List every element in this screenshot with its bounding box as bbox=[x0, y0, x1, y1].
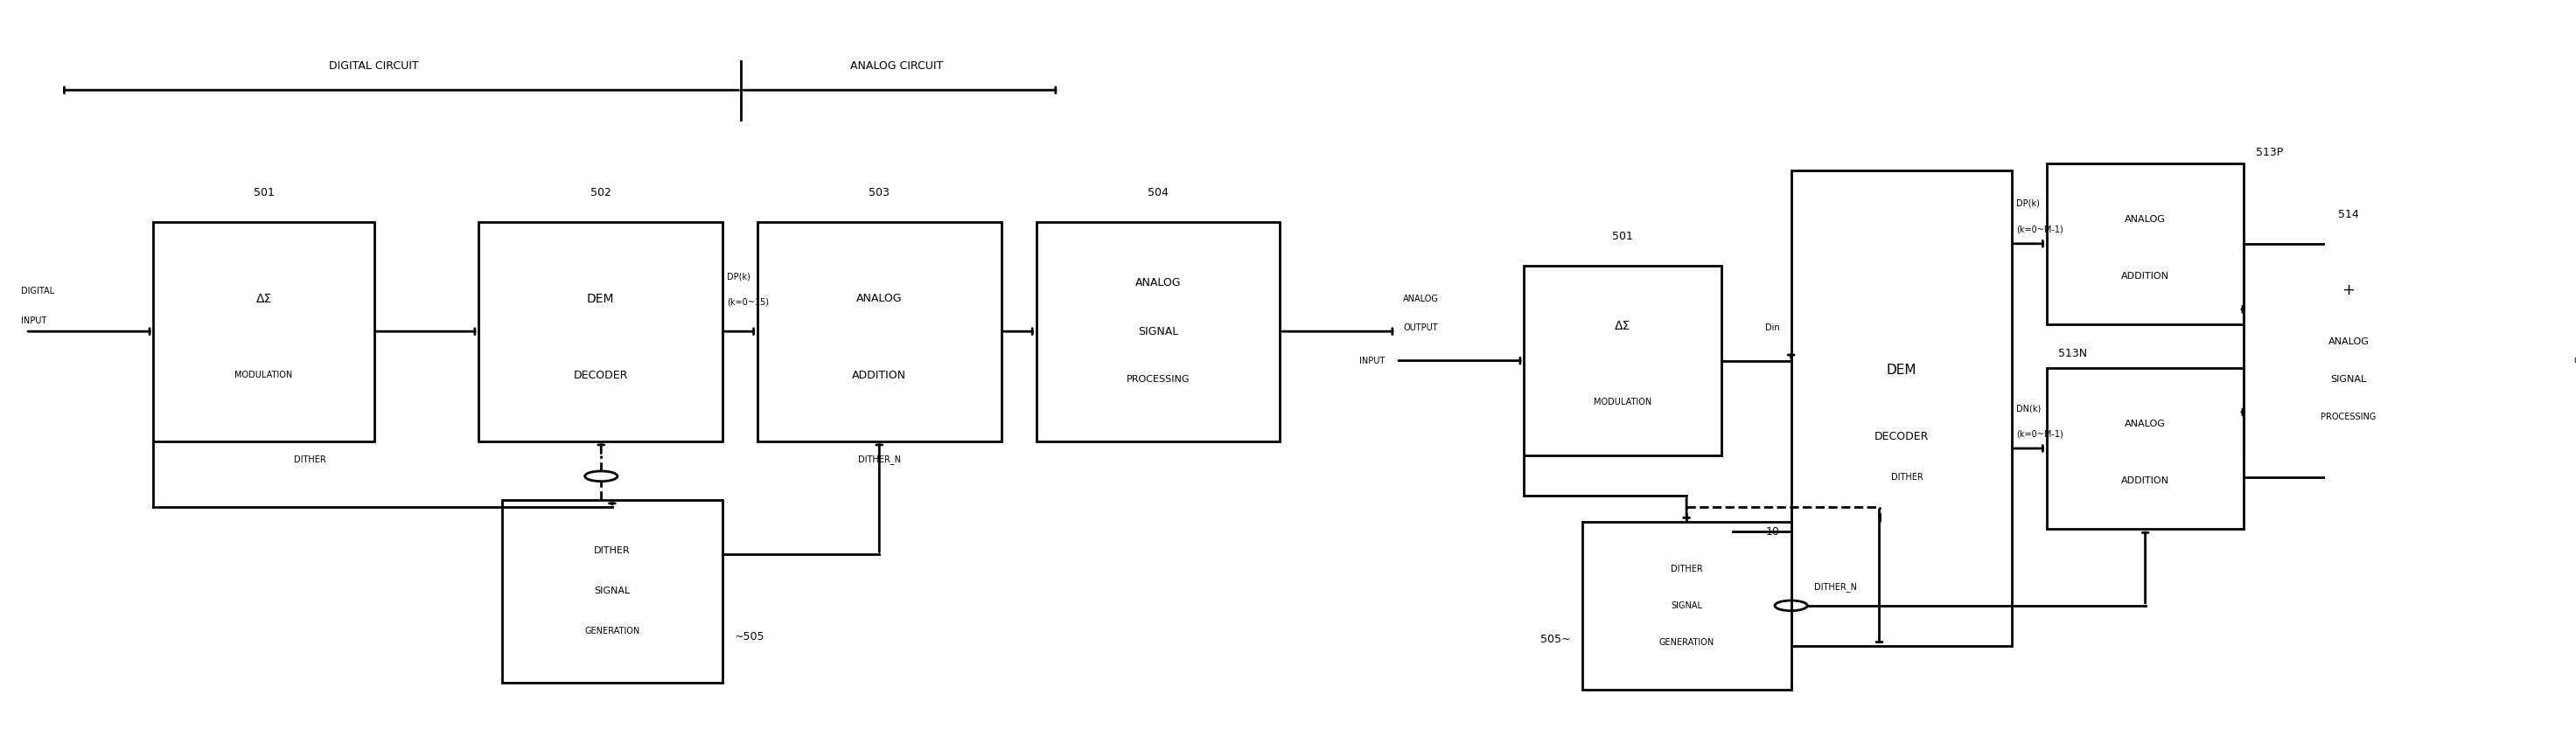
Text: DITHER: DITHER bbox=[294, 455, 327, 464]
Text: MODULATION: MODULATION bbox=[1595, 398, 1651, 407]
FancyBboxPatch shape bbox=[2244, 244, 2452, 478]
Text: ANALOG: ANALOG bbox=[2125, 420, 2166, 428]
Text: SIGNAL: SIGNAL bbox=[2331, 375, 2367, 383]
Text: 514: 514 bbox=[2339, 209, 2360, 220]
FancyBboxPatch shape bbox=[1036, 222, 1280, 441]
Text: 505~: 505~ bbox=[1540, 634, 1571, 645]
FancyBboxPatch shape bbox=[2045, 368, 2244, 529]
Text: 10: 10 bbox=[1765, 526, 1780, 537]
Text: SIGNAL: SIGNAL bbox=[1139, 326, 1177, 337]
Text: DITHER: DITHER bbox=[1891, 473, 1924, 482]
Text: GENERATION: GENERATION bbox=[1659, 638, 1713, 647]
Text: DP(k): DP(k) bbox=[2017, 199, 2040, 208]
Text: (k=0~M-1): (k=0~M-1) bbox=[2017, 429, 2063, 438]
Text: Din: Din bbox=[1765, 323, 1780, 332]
Text: 501: 501 bbox=[1613, 230, 1633, 242]
Text: DECODER: DECODER bbox=[1875, 431, 1929, 442]
Text: DIGITAL: DIGITAL bbox=[21, 287, 54, 296]
Text: DECODER: DECODER bbox=[574, 369, 629, 381]
FancyBboxPatch shape bbox=[155, 222, 374, 441]
Text: ANALOG CIRCUIT: ANALOG CIRCUIT bbox=[850, 60, 943, 72]
FancyBboxPatch shape bbox=[1790, 171, 2012, 645]
Text: 501: 501 bbox=[252, 187, 273, 198]
Text: 513N: 513N bbox=[2058, 347, 2087, 359]
Text: ANALOG: ANALOG bbox=[855, 293, 902, 304]
Text: DITHER: DITHER bbox=[1669, 565, 1703, 573]
Text: OUTPUT: OUTPUT bbox=[1404, 323, 1437, 332]
Text: 503: 503 bbox=[868, 187, 889, 198]
Text: (k=0~15): (k=0~15) bbox=[726, 298, 770, 307]
Text: DN(k): DN(k) bbox=[2017, 404, 2040, 413]
Text: INPUT: INPUT bbox=[1360, 356, 1383, 365]
Text: SIGNAL: SIGNAL bbox=[595, 587, 631, 595]
Text: ANALOG: ANALOG bbox=[2125, 215, 2166, 224]
Text: PROCESSING: PROCESSING bbox=[2321, 412, 2375, 421]
Text: DITHER: DITHER bbox=[595, 546, 631, 555]
Text: DITHER_N: DITHER_N bbox=[1814, 583, 1857, 592]
FancyBboxPatch shape bbox=[479, 222, 721, 441]
Text: ANALOG: ANALOG bbox=[1404, 294, 1440, 303]
Text: DEM: DEM bbox=[587, 292, 613, 305]
Text: ~505: ~505 bbox=[734, 631, 765, 643]
Text: MODULATION: MODULATION bbox=[234, 371, 294, 380]
Text: ANALOG: ANALOG bbox=[1136, 277, 1180, 289]
Text: ADDITION: ADDITION bbox=[853, 369, 907, 381]
Text: ΔΣ: ΔΣ bbox=[255, 292, 270, 305]
Text: ANALOG: ANALOG bbox=[2329, 338, 2370, 347]
Text: +: + bbox=[2342, 283, 2354, 298]
Text: 513P: 513P bbox=[2257, 146, 2282, 158]
FancyBboxPatch shape bbox=[757, 222, 1002, 441]
FancyBboxPatch shape bbox=[1582, 522, 1790, 690]
Text: ADDITION: ADDITION bbox=[2120, 476, 2169, 485]
FancyBboxPatch shape bbox=[1525, 266, 1721, 456]
Text: DP(k): DP(k) bbox=[726, 272, 750, 281]
Text: GENERATION: GENERATION bbox=[585, 627, 639, 636]
Text: DEM: DEM bbox=[1886, 364, 1917, 377]
Text: ADDITION: ADDITION bbox=[2120, 272, 2169, 280]
Text: 504: 504 bbox=[1149, 187, 1170, 198]
Text: 502: 502 bbox=[590, 187, 611, 198]
Text: DIGITAL CIRCUIT: DIGITAL CIRCUIT bbox=[330, 60, 420, 72]
FancyBboxPatch shape bbox=[502, 500, 721, 682]
Text: PROCESSING: PROCESSING bbox=[1126, 375, 1190, 384]
Text: ΔΣ: ΔΣ bbox=[1615, 320, 1631, 333]
Text: DITHER_N: DITHER_N bbox=[858, 455, 902, 464]
FancyBboxPatch shape bbox=[2045, 163, 2244, 324]
Text: (k=0~M-1): (k=0~M-1) bbox=[2017, 224, 2063, 233]
Text: SIGNAL: SIGNAL bbox=[1672, 601, 1703, 610]
Text: INPUT: INPUT bbox=[21, 316, 46, 325]
